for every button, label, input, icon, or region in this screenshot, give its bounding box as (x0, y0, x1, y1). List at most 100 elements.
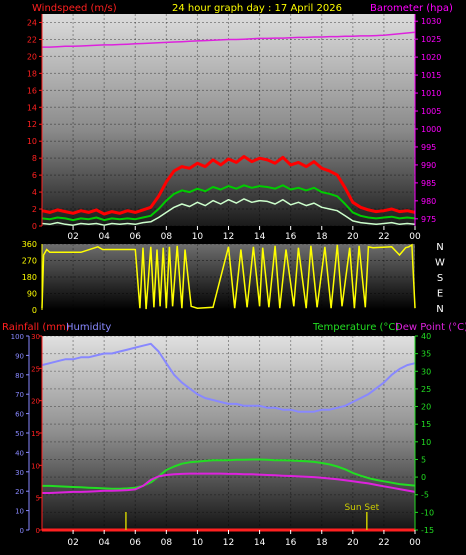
temp-x-tick-label: 20 (347, 538, 359, 548)
barometer-axis-label: Barometer (hpa) (370, 3, 453, 14)
wind-x-tick-label: 16 (285, 232, 297, 242)
wind-average-line (41, 184, 416, 222)
barometer-tick-label: 1000 (421, 125, 441, 134)
temp-x-tick-label: 12 (223, 538, 234, 548)
temperature-tick-label: -5 (421, 491, 429, 500)
temperature-tick-label: -15 (421, 526, 434, 535)
temp-x-tick-label: 04 (98, 538, 110, 548)
wind-x-tick-label: 04 (98, 232, 110, 242)
humidity-tick-label: 20 (15, 488, 24, 496)
barometer-tick-label: 1025 (421, 35, 441, 44)
rainfall-axis-label: Rainfall (mm) (2, 322, 70, 333)
temp-x-tick-label: 00 (409, 538, 421, 548)
dewpoint-axis-label: Dew Point (°C) (395, 322, 466, 333)
wind-x-tick-label: 12 (223, 232, 234, 242)
wind-tick-label: 24 (27, 18, 37, 27)
temperature-tick-label: 40 (421, 332, 431, 341)
humidity-tick-label: 70 (15, 391, 24, 399)
temperature-tick-label: 35 (421, 350, 431, 359)
wind-x-tick-label: 06 (130, 232, 142, 242)
wind-tick-label: 4 (32, 188, 37, 197)
barometer-tick-label: 985 (421, 179, 436, 188)
barometer-tick-label: 975 (421, 215, 436, 224)
wind-x-tick-label: 18 (316, 232, 328, 242)
temp-panel-background (42, 336, 415, 530)
barometer-tick-label: 1005 (421, 107, 441, 116)
wind-x-tick-label: 08 (161, 232, 173, 242)
wind-tick-label: 6 (32, 171, 37, 180)
barometer-tick-label: 980 (421, 197, 436, 206)
wind-gust-line (41, 155, 416, 216)
humidity-tick-label: 90 (15, 352, 24, 360)
rain-tick-label: 0 (36, 527, 40, 535)
temp-x-tick-label: 22 (378, 538, 389, 548)
temp-x-tick-label: 06 (130, 538, 142, 548)
temperature-tick-label: 30 (421, 367, 431, 376)
temperature-line (42, 458, 416, 490)
temperature-tick-label: 15 (421, 420, 431, 429)
compass-label: W (435, 258, 445, 269)
direction-tick-label: 270 (22, 257, 37, 266)
wind-x-tick-label: 10 (192, 232, 204, 242)
temperature-tick-label: 0 (421, 473, 426, 482)
compass-label: N (436, 242, 443, 253)
wind-tick-label: 12 (27, 120, 37, 129)
barometer-tick-label: 1020 (421, 53, 441, 62)
windspeed-axis-label: Windspeed (m/s) (32, 3, 117, 14)
temp-x-tick-label: 14 (254, 538, 266, 548)
wind-tick-label: 14 (27, 103, 37, 112)
graph-title: 24 hour graph day : 17 April 2026 (172, 3, 342, 14)
temp-x-tick-label: 10 (192, 538, 204, 548)
temperature-tick-label: 5 (421, 455, 426, 464)
rain-tick-label: 10 (31, 462, 40, 470)
temp-x-tick-label: 18 (316, 538, 328, 548)
direction-panel-background (42, 244, 415, 310)
humidity-tick-label: 50 (15, 430, 24, 438)
temperature-tick-label: -10 (421, 508, 434, 517)
humidity-tick-label: 30 (15, 469, 24, 477)
rain-tick-label: 20 (31, 398, 40, 406)
temperature-tick-label: 20 (421, 403, 431, 412)
rain-tick-label: 5 (36, 495, 40, 503)
temperature-axis-label: Temperature (°C) (312, 322, 399, 333)
barometer-tick-label: 1015 (421, 71, 441, 80)
rain-tick-label: 15 (31, 430, 40, 438)
wind-direction-line (41, 243, 416, 310)
humidity-axis-label: Humidity (66, 322, 111, 333)
wind-tick-label: 10 (27, 137, 37, 146)
wind-panel-background (42, 14, 415, 226)
barometer-tick-label: 990 (421, 161, 436, 170)
direction-tick-label: 90 (27, 290, 37, 299)
wind-tick-label: 18 (27, 69, 37, 78)
temp-x-tick-label: 02 (67, 538, 78, 548)
temperature-tick-label: 10 (421, 438, 431, 447)
wind-speed-line (41, 198, 416, 226)
humidity-tick-label: 40 (15, 449, 24, 457)
direction-tick-label: 0 (32, 306, 37, 315)
rain-tick-label: 30 (31, 333, 40, 341)
wind-tick-label: 8 (32, 154, 37, 163)
wind-tick-label: 0 (32, 222, 37, 231)
humidity-tick-label: 80 (15, 372, 24, 380)
wind-x-tick-label: 00 (409, 232, 421, 242)
temp-x-tick-label: 16 (285, 538, 297, 548)
humidity-tick-label: 100 (11, 333, 24, 341)
humidity-tick-label: 10 (15, 508, 24, 516)
direction-tick-label: 180 (22, 273, 37, 282)
temperature-tick-label: 25 (421, 385, 431, 394)
temp-x-tick-label: 08 (161, 538, 173, 548)
barometer-tick-label: 995 (421, 143, 436, 152)
wind-x-tick-label: 20 (347, 232, 359, 242)
wind-tick-label: 20 (27, 52, 37, 61)
compass-label: N (436, 304, 443, 315)
compass-label: S (437, 273, 443, 284)
wind-x-tick-label: 22 (378, 232, 389, 242)
wind-tick-label: 22 (27, 35, 37, 44)
barometer-tick-label: 1030 (421, 17, 441, 26)
barometer-line (42, 31, 416, 48)
wind-tick-label: 16 (27, 86, 37, 95)
wind-tick-label: 2 (32, 205, 37, 214)
humidity-line (41, 342, 416, 413)
humidity-tick-label: 60 (15, 411, 24, 419)
